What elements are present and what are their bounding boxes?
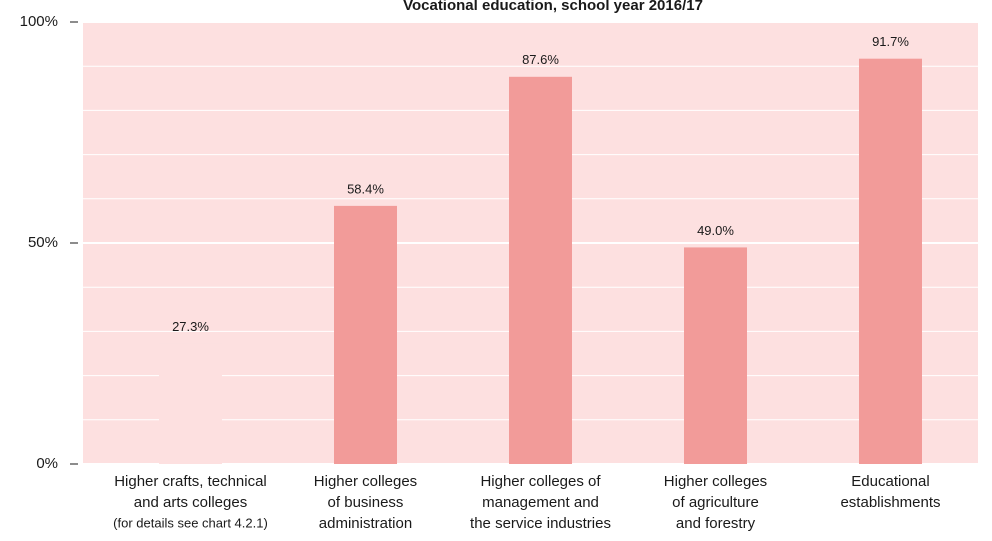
bar xyxy=(334,205,397,464)
bar xyxy=(509,76,572,465)
value-label: 27.3% xyxy=(172,319,209,334)
value-label: 49.0% xyxy=(697,223,734,238)
bar xyxy=(859,58,922,464)
bar xyxy=(159,343,222,464)
x-tick-label: and forestry xyxy=(676,515,756,532)
x-tick-label: Higher colleges of xyxy=(480,473,601,490)
x-tick-label: the service industries xyxy=(470,515,611,532)
chart-title: Vocational education, school year 2016/1… xyxy=(403,0,703,14)
x-tick-label: of business xyxy=(328,494,404,511)
x-tick-label: (for details see chart 4.2.1) xyxy=(113,515,268,530)
x-tick-label: Higher colleges xyxy=(664,473,767,490)
y-tick-label: 50% xyxy=(28,234,58,251)
x-tick-label: Higher crafts, technical xyxy=(114,473,267,490)
x-tick-label: of agriculture xyxy=(672,494,759,511)
value-label: 91.7% xyxy=(872,34,909,49)
value-label: 58.4% xyxy=(347,181,384,196)
x-tick-label: and arts colleges xyxy=(134,494,247,511)
x-tick-label: Educational xyxy=(851,473,929,490)
y-tick-label: 0% xyxy=(36,455,58,472)
bar xyxy=(684,247,747,464)
x-tick-label: establishments xyxy=(840,494,940,511)
x-tick-label: Higher colleges xyxy=(314,473,417,490)
x-tick-label: management and xyxy=(482,494,599,511)
y-tick-label: 100% xyxy=(20,13,58,30)
x-tick-label: administration xyxy=(319,515,412,532)
value-label: 87.6% xyxy=(522,52,559,67)
